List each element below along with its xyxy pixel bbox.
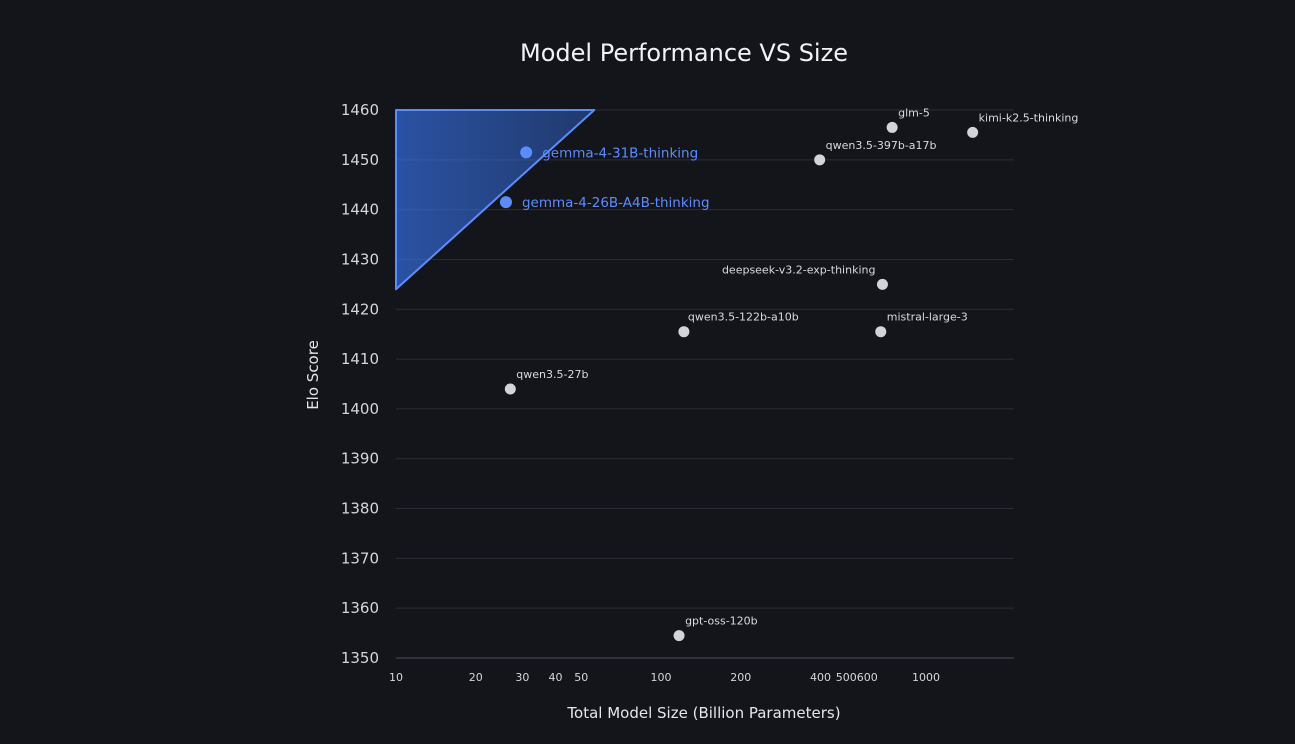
point-label: kimi-k2.5-thinking	[979, 111, 1079, 124]
data-point	[967, 126, 979, 138]
point-label: mistral-large-3	[887, 311, 968, 324]
x-tick-label: 100	[651, 671, 672, 684]
y-tick-label: 1440	[341, 201, 379, 219]
point-label: glm-5	[898, 106, 930, 119]
x-tick-label: 10	[389, 671, 403, 684]
chart-title: Model Performance VS Size	[520, 39, 848, 67]
point-label: gpt-oss-120b	[685, 615, 758, 628]
y-axis: 1350 1360 1370 1380 1390 1400 1410 1420 1430 1440…	[341, 101, 379, 667]
highlight-region	[395, 109, 596, 291]
y-tick-label: 1380	[341, 500, 379, 518]
y-tick-label: 1450	[341, 151, 379, 169]
data-point	[886, 121, 898, 133]
data-point-highlight	[499, 196, 512, 209]
data-point	[673, 630, 685, 642]
x-tick-label: 30	[515, 671, 529, 684]
x-tick-label: 50	[574, 671, 588, 684]
data-point-highlight	[520, 146, 533, 159]
y-tick-label: 1400	[341, 400, 379, 418]
x-tick-label: 20	[469, 671, 483, 684]
x-tick-label: 500	[836, 671, 857, 684]
x-tick-label: 400	[810, 671, 831, 684]
y-tick-label: 1410	[341, 350, 379, 368]
x-tick-label: 40	[549, 671, 563, 684]
data-point	[504, 383, 516, 395]
data-point	[678, 326, 690, 338]
y-tick-label: 1350	[341, 649, 379, 667]
x-axis-label: Total Model Size (Billion Parameters)	[566, 704, 840, 722]
x-tick-label: 1000	[912, 671, 940, 684]
point-label: gemma-4-26B-A4B-thinking	[522, 195, 710, 211]
y-tick-label: 1420	[341, 300, 379, 318]
highlight-triangle	[395, 109, 596, 291]
points: gemma-4-31B-thinking gemma-4-26B-A4B-thin…	[499, 106, 1079, 642]
point-label: gemma-4-31B-thinking	[542, 145, 698, 161]
point-label: qwen3.5-122b-a10b	[688, 311, 799, 324]
point-label: qwen3.5-27b	[516, 368, 588, 381]
y-tick-label: 1360	[341, 599, 379, 617]
y-tick-label: 1460	[341, 101, 379, 119]
y-tick-label: 1390	[341, 450, 379, 468]
x-tick-label: 600	[857, 671, 878, 684]
data-point	[814, 154, 826, 166]
x-axis: 10 20 30 40 50 100 200 400 500 600 1000	[389, 671, 940, 684]
x-tick-label: 200	[730, 671, 751, 684]
point-label: qwen3.5-397b-a17b	[826, 139, 937, 152]
data-point	[876, 278, 888, 290]
y-axis-label: Elo Score	[304, 340, 322, 410]
y-tick-label: 1370	[341, 549, 379, 567]
point-label: deepseek-v3.2-exp-thinking	[722, 263, 876, 276]
data-point	[875, 326, 887, 338]
y-tick-label: 1430	[341, 250, 379, 268]
